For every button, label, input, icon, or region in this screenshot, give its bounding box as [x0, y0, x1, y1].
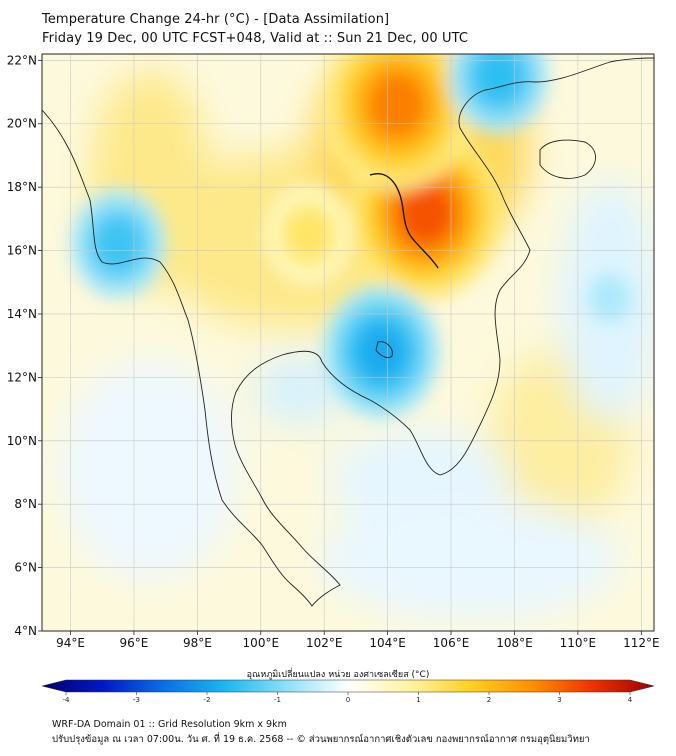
colorbar-tick-label: 0	[346, 696, 350, 704]
lon-tick-label: 96°E	[120, 636, 149, 650]
lat-tick-label: 16°N	[7, 244, 37, 258]
hainan-coast	[539, 139, 596, 179]
anomaly-cold-gulf-of-tonkin	[476, 54, 521, 102]
anomaly-warm-northeast-thailand-laos	[398, 181, 453, 244]
anomaly-cold-south-china-sea	[591, 277, 628, 319]
lon-tick-label: 110°E	[560, 636, 597, 650]
latitude-axis: 22°N 20°N 18°N 16°N 14°N 12°N 10°N 8°N 6°N 4°N	[7, 53, 42, 638]
anomaly-warm-central-thailand	[287, 211, 329, 259]
colorbar-tick-label: -1	[274, 696, 281, 704]
colorbar-tick-label: 3	[557, 696, 561, 704]
lat-tick-label: 10°N	[7, 434, 37, 448]
colorbar: -4 -3 -2 -1 0 1 2 3 4	[41, 679, 655, 704]
anomaly-cold-cambodia	[357, 325, 405, 379]
colorbar-tick-label: -2	[204, 696, 211, 704]
lon-tick-label: 108°E	[496, 636, 533, 650]
colorbar-label: อุณหภูมิเปลี่ยนแปลง หน่วย องศาเซลเซียส (…	[246, 670, 430, 680]
anomaly-cold-myanmar-coast	[96, 219, 140, 269]
lat-tick-label: 20°N	[7, 117, 37, 131]
anomaly-field	[42, 54, 654, 631]
lat-tick-label: 8°N	[14, 497, 37, 511]
lon-tick-label: 104°E	[369, 636, 406, 650]
map-title: Temperature Change 24-hr (°C) - [Data As…	[42, 12, 390, 27]
graticule	[42, 54, 654, 631]
longitude-axis: 94°E 96°E 98°E 100°E 102°E 104°E 106°E 108°E 110…	[56, 631, 660, 650]
colorbar-tick-label: -3	[133, 696, 140, 704]
cool-zone-gulf-thailand	[255, 355, 345, 425]
lon-tick-label: 100°E	[243, 636, 280, 650]
colorbar-tick-label: -4	[63, 696, 71, 704]
lat-tick-label: 22°N	[7, 53, 37, 67]
footer-model-info: WRF-DA Domain 01 :: Grid Resolution 9km …	[52, 719, 287, 730]
colorbar-bar	[41, 679, 655, 693]
lat-tick-label: 18°N	[7, 180, 37, 194]
lon-tick-label: 98°E	[183, 636, 212, 650]
lon-tick-label: 106°E	[433, 636, 470, 650]
cool-zone-south	[320, 500, 620, 620]
cool-zone-andaman	[60, 360, 240, 580]
map-subtitle: Friday 19 Dec, 00 UTC FCST+048, Valid at…	[42, 31, 469, 46]
plot-frame	[41, 53, 655, 632]
lat-tick-label: 12°N	[7, 370, 37, 384]
footer-credit: ปรับปรุงข้อมูล ณ เวลา 07:00น. วัน ศ. ที่…	[52, 734, 590, 745]
lon-tick-label: 102°E	[306, 636, 343, 650]
colorbar-tick-label: 1	[416, 696, 420, 704]
anomaly-warm-northern-laos	[370, 73, 425, 136]
river-mekong	[369, 173, 439, 269]
tonle-sap-lake	[375, 341, 393, 359]
colorbar-ticks: -4 -3 -2 -1 0 1 2 3 4	[63, 692, 633, 704]
colorbar-tick-label: 2	[487, 696, 491, 704]
lat-tick-label: 4°N	[14, 624, 37, 638]
coastlines	[42, 57, 654, 607]
lon-tick-label: 94°E	[56, 636, 85, 650]
mainland-coastline	[42, 57, 654, 607]
lon-tick-label: 112°E	[623, 636, 660, 650]
lat-tick-label: 6°N	[14, 561, 37, 575]
colorbar-tick-label: 4	[628, 696, 633, 704]
lat-tick-label: 14°N	[7, 307, 37, 321]
